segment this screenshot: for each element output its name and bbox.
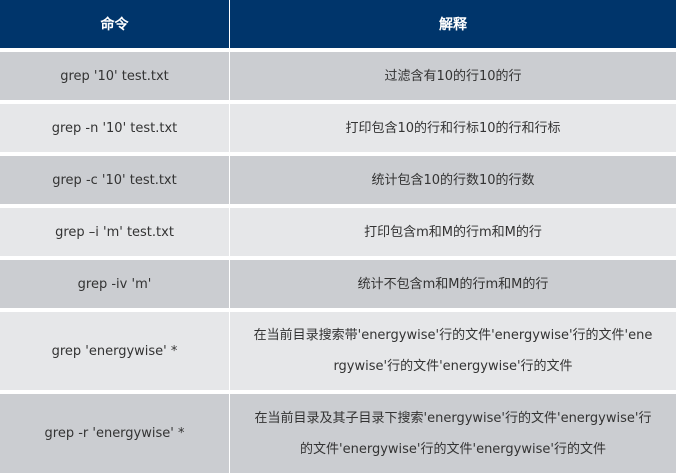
explanation-cell: 过滤含有10的行10的行: [230, 52, 676, 104]
table-row: grep -c '10' test.txt 统计包含10的行数10的行数: [0, 156, 676, 208]
table-row: grep -iv 'm' 统计不包含m和M的行m和M的行: [0, 260, 676, 312]
explanation-cell: 打印包含10的行和行标10的行和行标: [230, 104, 676, 156]
table-row: grep '10' test.txt 过滤含有10的行10的行: [0, 52, 676, 104]
explanation-cell: 在当前目录搜索带'energywise'行的文件'energywise'行的文件…: [230, 312, 676, 394]
explanation-line: 的文件'energywise'行的文件'energywise'行的文件: [300, 441, 606, 457]
command-cell: grep –i 'm' test.txt: [0, 208, 230, 260]
header-explanation: 解释: [230, 0, 676, 52]
explanation-cell: 打印包含m和M的行m和M的行: [230, 208, 676, 260]
explanation-line: 打印包含10的行和行标10的行和行标: [345, 120, 561, 136]
header-command: 命令: [0, 0, 230, 52]
command-cell: grep -r 'energywise' *: [0, 394, 230, 473]
explanation-line: 统计包含10的行数10的行数: [371, 172, 535, 188]
table-row: grep -n '10' test.txt 打印包含10的行和行标10的行和行标: [0, 104, 676, 156]
table-row: grep 'energywise' * 在当前目录搜索带'energywise'行…: [0, 312, 676, 394]
table-row: grep –i 'm' test.txt 打印包含m和M的行m和M的行: [0, 208, 676, 260]
explanation-line: 在当前目录及其子目录下搜索'energywise'行的文件'energywise…: [254, 410, 652, 426]
explanation-line: 统计不包含m和M的行m和M的行: [357, 276, 549, 292]
explanation-line: 在当前目录搜索带'energywise'行的文件'energywise'行的文件…: [253, 328, 653, 343]
explanation-cell: 统计包含10的行数10的行数: [230, 156, 676, 208]
command-cell: grep -c '10' test.txt: [0, 156, 230, 208]
table-row: grep -r 'energywise' * 在当前目录及其子目录下搜索'ener…: [0, 394, 676, 473]
explanation-line: rgywise'行的文件'energywise'行的文件: [333, 359, 573, 374]
command-cell: grep -iv 'm': [0, 260, 230, 312]
explanation-line: 过滤含有10的行10的行: [384, 68, 522, 84]
command-cell: grep '10' test.txt: [0, 52, 230, 104]
explanation-cell: 在当前目录及其子目录下搜索'energywise'行的文件'energywise…: [230, 394, 676, 473]
command-cell: grep 'energywise' *: [0, 312, 230, 394]
explanation-cell: 统计不包含m和M的行m和M的行: [230, 260, 676, 312]
table-header-row: 命令 解释: [0, 0, 676, 52]
command-cell: grep -n '10' test.txt: [0, 104, 230, 156]
explanation-line: 打印包含m和M的行m和M的行: [364, 224, 542, 240]
